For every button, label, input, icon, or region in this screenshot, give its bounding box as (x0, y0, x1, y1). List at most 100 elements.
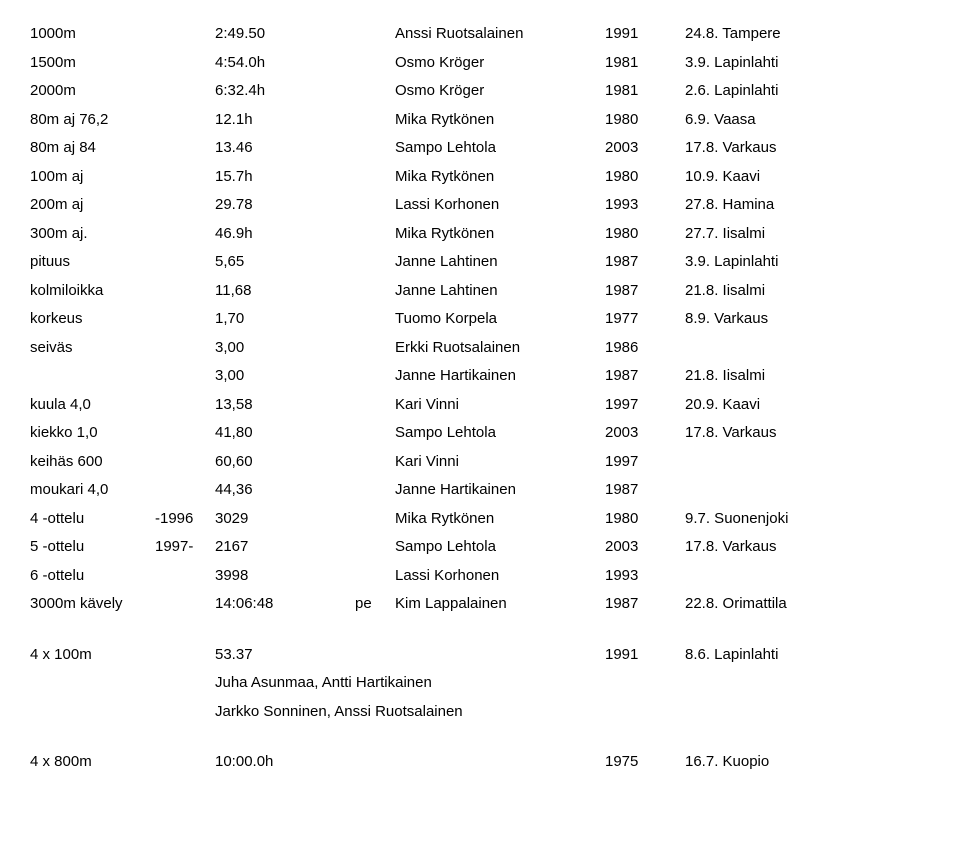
athlete-name: Osmo Kröger (395, 77, 605, 106)
result-row: kuula 4,013,58Kari Vinni199720.9. Kaavi (30, 391, 929, 420)
sub-range (155, 20, 215, 49)
athlete-name: Lassi Korhonen (395, 191, 605, 220)
sub-range (155, 77, 215, 106)
athlete-name: Sampo Lehtola (395, 134, 605, 163)
sub-range (155, 419, 215, 448)
result-value: 14:06:48 (215, 590, 355, 619)
athlete-name: Janne Hartikainen (395, 362, 605, 391)
note-flag (355, 248, 395, 277)
event-name: 1500m (30, 49, 155, 78)
sub-range (155, 248, 215, 277)
result-row: 3000m kävely14:06:48peKim Lappalainen198… (30, 590, 929, 619)
sub-range (155, 334, 215, 363)
sub-range (155, 562, 215, 591)
result-value: 3998 (215, 562, 355, 591)
result-value: 5,65 (215, 248, 355, 277)
result-row: 6 -ottelu3998Lassi Korhonen1993 (30, 562, 929, 591)
note-flag (355, 533, 395, 562)
sub-range (155, 277, 215, 306)
year-value: 1981 (605, 77, 685, 106)
year-value: 2003 (605, 134, 685, 163)
result-row: seiväs3,00Erkki Ruotsalainen1986 (30, 334, 929, 363)
event-name: kuula 4,0 (30, 391, 155, 420)
event-name: seiväs (30, 334, 155, 363)
location-value: 17.8. Varkaus (685, 419, 929, 448)
athlete-name: Janne Lahtinen (395, 277, 605, 306)
location-value (685, 476, 929, 505)
location-value: 21.8. Iisalmi (685, 277, 929, 306)
location-value: 3.9. Lapinlahti (685, 248, 929, 277)
result-value: 13,58 (215, 391, 355, 420)
result-row: 2000m6:32.4hOsmo Kröger19812.6. Lapinlah… (30, 77, 929, 106)
sub-range (155, 191, 215, 220)
sub-range (155, 49, 215, 78)
sub-range (155, 448, 215, 477)
year-value: 1997 (605, 448, 685, 477)
result-row: pituus5,65Janne Lahtinen19873.9. Lapinla… (30, 248, 929, 277)
relay-names-line: Jarkko Sonninen, Anssi Ruotsalainen (215, 698, 929, 727)
year-value: 1987 (605, 590, 685, 619)
location-value: 16.7. Kuopio (685, 748, 929, 777)
location-value: 8.9. Varkaus (685, 305, 929, 334)
sub-range (155, 106, 215, 135)
note-flag (355, 134, 395, 163)
sub-range (155, 220, 215, 249)
result-row: 1000m2:49.50Anssi Ruotsalainen199124.8. … (30, 20, 929, 49)
athlete-name: Janne Lahtinen (395, 248, 605, 277)
location-value: 2.6. Lapinlahti (685, 77, 929, 106)
event-name: 4 x 800m (30, 748, 155, 777)
location-value: 24.8. Tampere (685, 20, 929, 49)
result-row: 4 -ottelu-19963029Mika Rytkönen19809.7. … (30, 505, 929, 534)
location-value (685, 448, 929, 477)
result-value: 53.37 (215, 641, 355, 670)
location-value: 8.6. Lapinlahti (685, 641, 929, 670)
athlete-name: Sampo Lehtola (395, 533, 605, 562)
athlete-name: Lassi Korhonen (395, 562, 605, 591)
location-value: 17.8. Varkaus (685, 134, 929, 163)
event-name: korkeus (30, 305, 155, 334)
note-flag (355, 419, 395, 448)
result-row: kiekko 1,041,80Sampo Lehtola200317.8. Va… (30, 419, 929, 448)
note-flag: pe (355, 590, 395, 619)
year-value: 1987 (605, 362, 685, 391)
year-value: 1980 (605, 163, 685, 192)
result-value: 2:49.50 (215, 20, 355, 49)
sub-range (155, 590, 215, 619)
event-name: 2000m (30, 77, 155, 106)
event-name: 4 -ottelu (30, 505, 155, 534)
event-name: 200m aj (30, 191, 155, 220)
result-value: 60,60 (215, 448, 355, 477)
result-value: 29.78 (215, 191, 355, 220)
location-value (685, 562, 929, 591)
event-name: 300m aj. (30, 220, 155, 249)
result-value: 1,70 (215, 305, 355, 334)
note-flag (355, 49, 395, 78)
year-value: 1993 (605, 191, 685, 220)
result-row: moukari 4,044,36Janne Hartikainen1987 (30, 476, 929, 505)
event-name: 3000m kävely (30, 590, 155, 619)
year-value: 1980 (605, 106, 685, 135)
event-name: 1000m (30, 20, 155, 49)
sub-range (155, 476, 215, 505)
event-name: moukari 4,0 (30, 476, 155, 505)
location-value: 27.8. Hamina (685, 191, 929, 220)
athlete-name: Erkki Ruotsalainen (395, 334, 605, 363)
year-value: 1980 (605, 220, 685, 249)
relay-names-line: Juha Asunmaa, Antti Hartikainen (215, 669, 929, 698)
relay-row: 4 x 100m 53.37 1991 8.6. Lapinlahti (30, 641, 929, 670)
note-flag (355, 20, 395, 49)
location-value: 22.8. Orimattila (685, 590, 929, 619)
year-value: 1975 (605, 748, 685, 777)
result-row: 5 -ottelu1997-2167Sampo Lehtola200317.8.… (30, 533, 929, 562)
athlete-name: Mika Rytkönen (395, 163, 605, 192)
event-name: keihäs 600 (30, 448, 155, 477)
note-flag (355, 305, 395, 334)
result-row: 100m aj15.7hMika Rytkönen198010.9. Kaavi (30, 163, 929, 192)
year-value: 2003 (605, 533, 685, 562)
result-value: 3,00 (215, 362, 355, 391)
sub-range: 1997- (155, 533, 215, 562)
result-row: 300m aj.46.9hMika Rytkönen198027.7. Iisa… (30, 220, 929, 249)
location-value: 3.9. Lapinlahti (685, 49, 929, 78)
year-value: 1986 (605, 334, 685, 363)
year-value: 1987 (605, 248, 685, 277)
